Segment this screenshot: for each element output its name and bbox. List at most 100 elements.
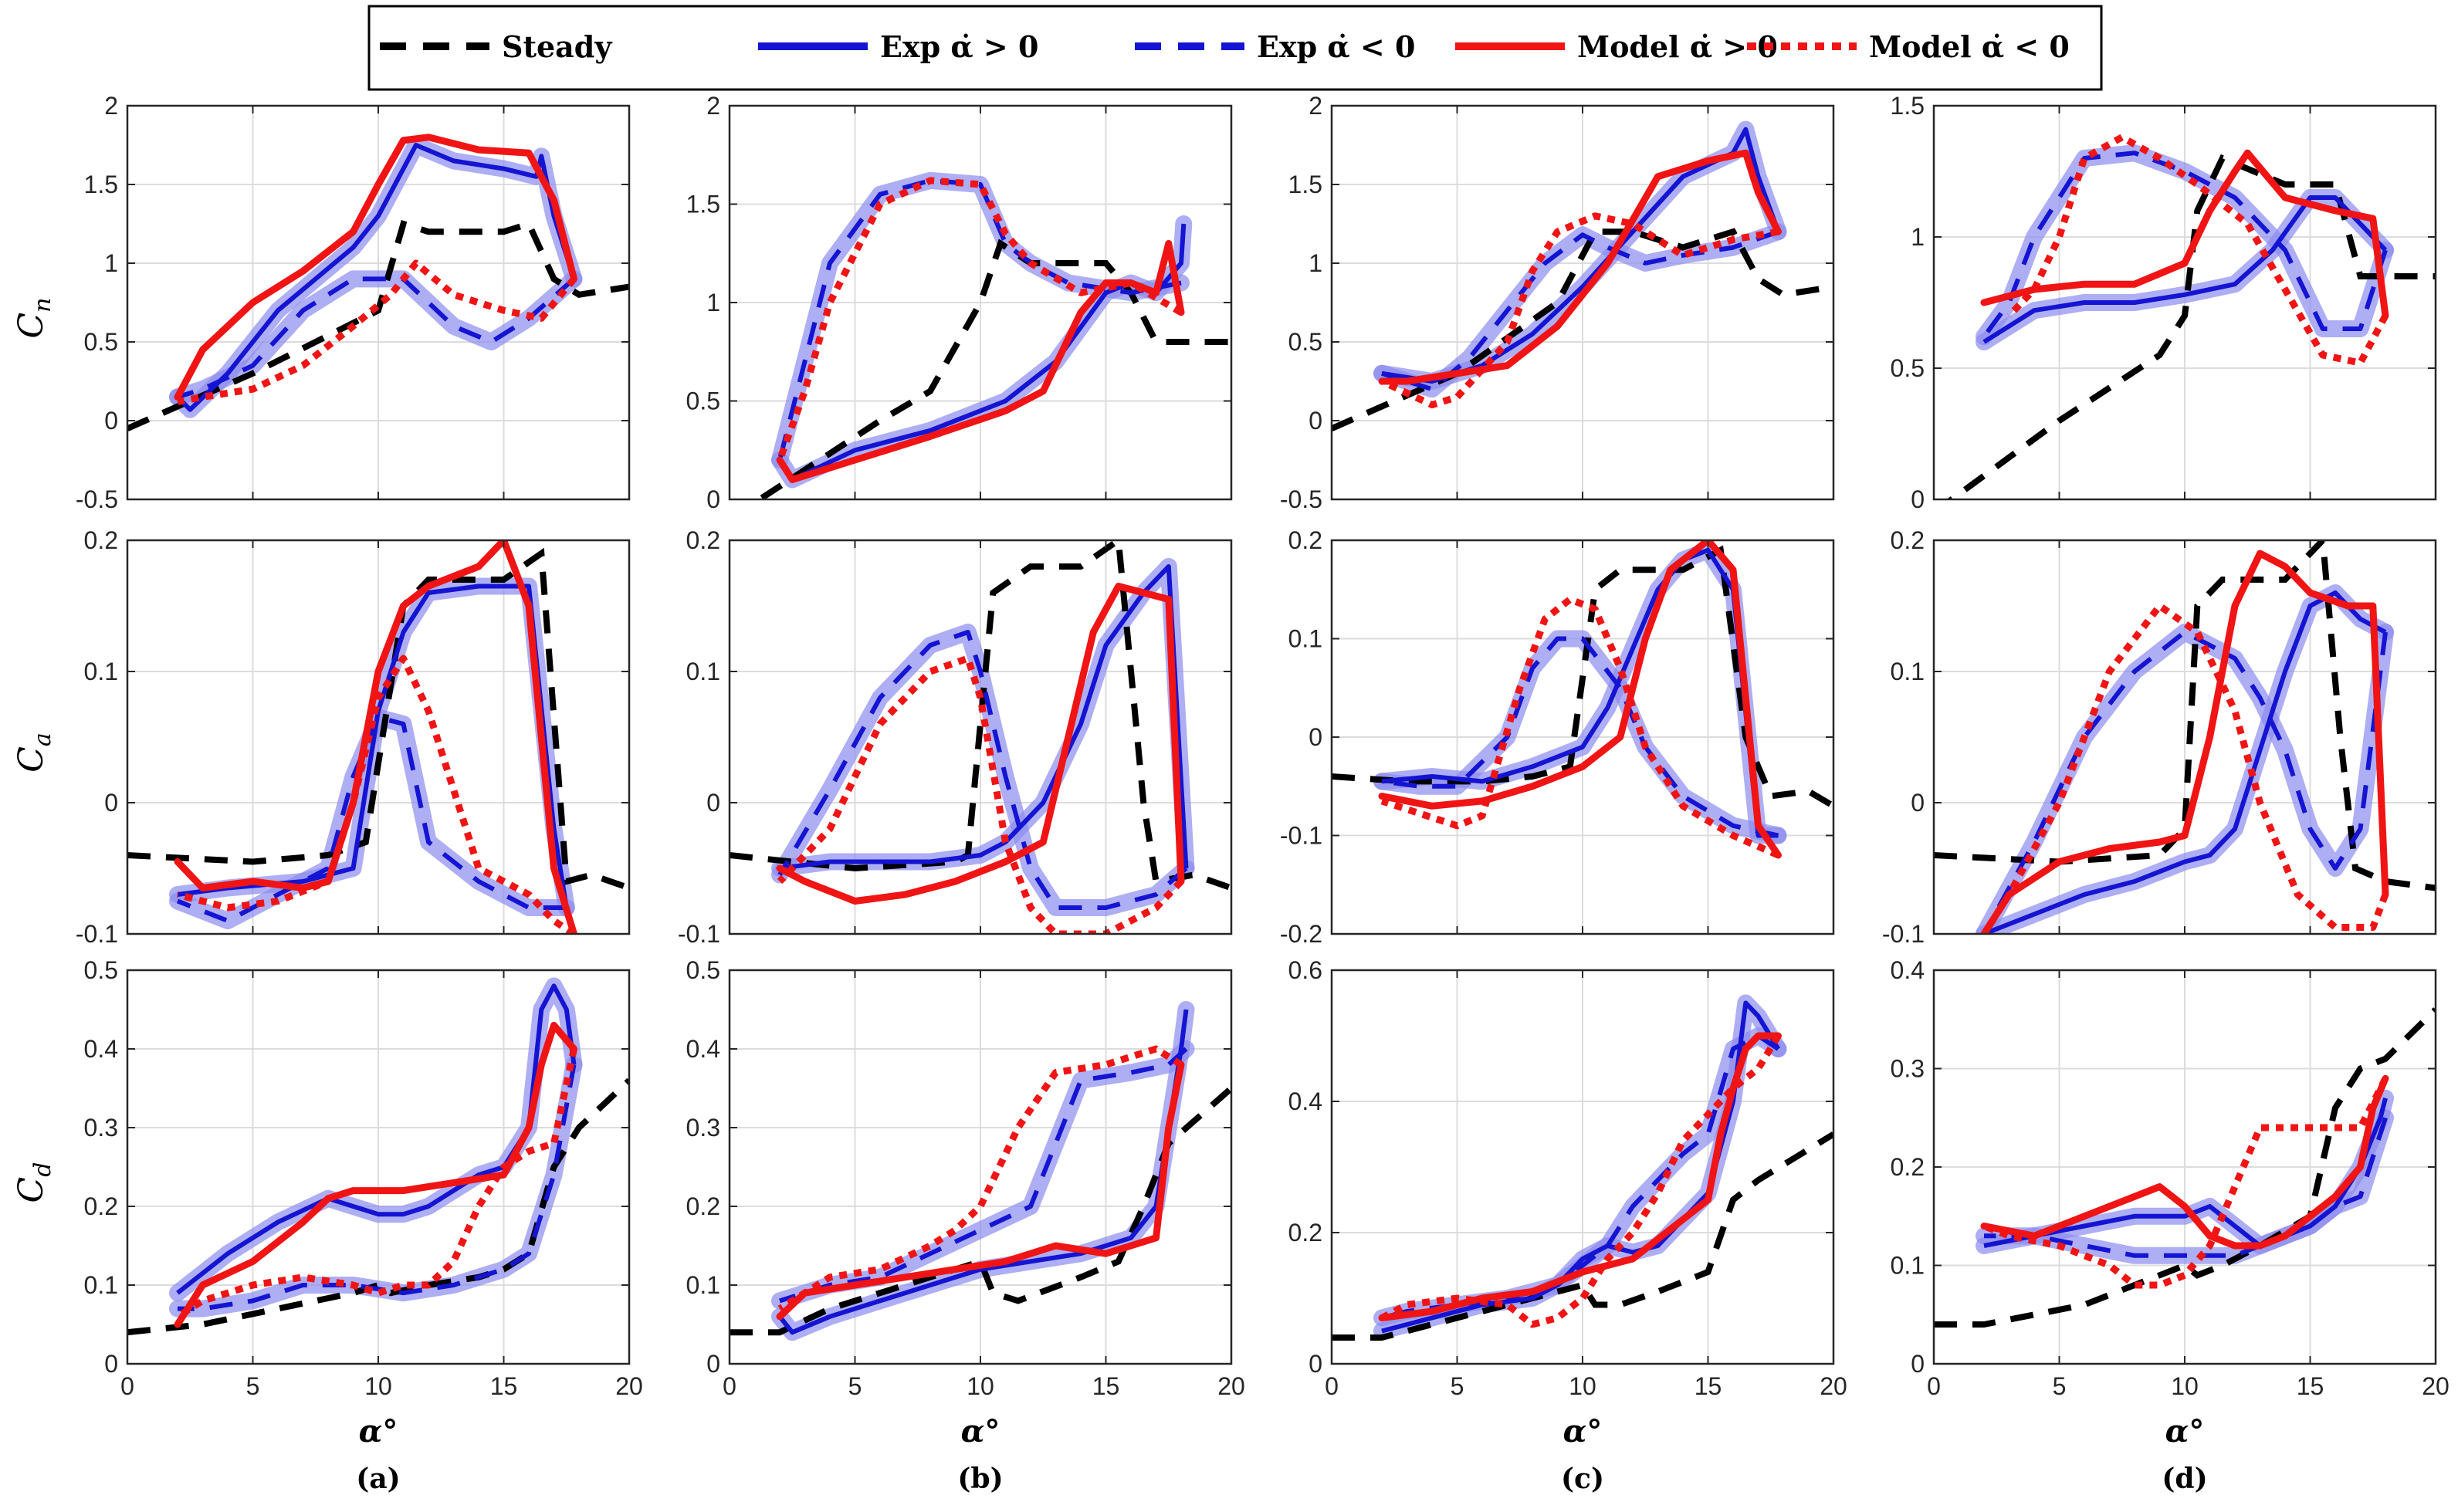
series-exp-down — [1982, 151, 2388, 338]
panel-r2-c1: -0.1 0 0.1 0.2 — [76, 526, 631, 948]
y-tick-label: 0.3 — [84, 1114, 118, 1142]
panel-r1-c3: -0.5 0 0.5 1 1.5 2 — [1280, 92, 1835, 513]
y-tick-label: 0.3 — [1891, 1055, 1925, 1083]
panel-r3-c1: 0 0.1 0.2 0.3 0.4 0.5 0 5 10 15 20 — [84, 956, 643, 1400]
x-axis-label: α° — [2165, 1413, 2205, 1449]
panel-label: (a) — [356, 1463, 400, 1495]
y-tick-label: 0 — [104, 407, 118, 435]
x-tick-label: 10 — [967, 1372, 994, 1400]
y-tick-label: 0.2 — [84, 1192, 118, 1220]
series-exp-up — [1982, 590, 2387, 934]
y-tick-label: 0.1 — [1891, 658, 1925, 685]
legend-label-4: Model α̇ < 0 — [1869, 29, 2070, 64]
series-model-down — [177, 259, 577, 405]
y-tick-label: 0.4 — [686, 1035, 720, 1063]
y-tick-label: 0.6 — [1288, 956, 1322, 984]
y-tick-label: 0.4 — [84, 1035, 118, 1063]
y-tick-label: -0.1 — [1280, 822, 1322, 850]
x-tick-label: 10 — [2171, 1372, 2199, 1400]
y-axis-label-1: Cn — [12, 298, 56, 339]
panel-grid: -0.500.511.5200.511.52-0.500.511.5200.51… — [76, 92, 2450, 1400]
legend-label-3: Model α̇ > 0 — [1577, 29, 1778, 64]
series-model-up — [776, 240, 1185, 483]
x-tick-label: 20 — [1820, 1372, 1847, 1400]
y-tick-label: 0 — [104, 1350, 118, 1378]
y-axis-label-main: C — [12, 1177, 51, 1203]
y-tick-label: 0 — [1309, 1350, 1322, 1378]
y-tick-label: 0 — [1309, 407, 1322, 435]
series-model-up — [1980, 1074, 2389, 1250]
y-tick-label: 0.4 — [1891, 956, 1925, 984]
series-model-down — [777, 1045, 1183, 1312]
x-tick-label: 0 — [723, 1372, 736, 1400]
legend-label-1: Exp α̇ > 0 — [880, 29, 1038, 64]
y-tick-label: 0.2 — [1891, 526, 1925, 554]
panel-label: (b) — [957, 1463, 1003, 1495]
y-tick-label: -0.1 — [1882, 920, 1925, 948]
y-tick-label: 0.2 — [1891, 1153, 1925, 1181]
y-tick-label: 0.3 — [686, 1114, 720, 1142]
y-tick-label: 0.5 — [84, 328, 118, 356]
y-tick-label: 0.1 — [1288, 625, 1322, 653]
series-exp-down — [1984, 1117, 2388, 1258]
y-tick-label: 1.5 — [84, 171, 118, 198]
y-axis-label-main: C — [12, 746, 51, 773]
series-model-up — [1980, 550, 2389, 934]
series-model-down — [2006, 134, 2389, 367]
y-tick-label: 0 — [1911, 485, 1925, 513]
series-model-down — [1380, 596, 1780, 859]
x-tick-label: 20 — [1217, 1372, 1245, 1400]
x-tick-label: 15 — [1695, 1372, 1722, 1400]
series-exp-down — [777, 630, 1188, 910]
y-axis-label-main: C — [12, 313, 51, 339]
x-tick-label: 15 — [2297, 1372, 2324, 1400]
series-exp-down — [777, 178, 1182, 461]
series-model-down — [1981, 602, 2389, 934]
y-tick-label: 0.2 — [1288, 1219, 1322, 1246]
panel-r2-c3: -0.2 -0.1 0 0.1 0.2 — [1280, 526, 1835, 948]
y-tick-label: 0.1 — [84, 1271, 118, 1299]
y-axis-label-sub: d — [29, 1162, 56, 1177]
y-tick-label: 0.1 — [84, 658, 118, 685]
x-tick-label: 0 — [1325, 1372, 1339, 1400]
y-tick-label: 0 — [706, 1350, 720, 1378]
x-tick-label: 10 — [1569, 1372, 1596, 1400]
series-exp-up — [1982, 195, 2388, 344]
y-tick-label: 0 — [1911, 1350, 1925, 1378]
x-tick-label: 0 — [120, 1372, 134, 1400]
y-tick-label: 2 — [1309, 92, 1322, 120]
x-tick-label: 5 — [1451, 1372, 1464, 1400]
y-tick-label: 0.5 — [1891, 354, 1925, 382]
series-model-up — [174, 134, 577, 401]
y-axis-label-sub: a — [29, 732, 56, 746]
legend-label-0: Steady — [502, 29, 612, 64]
y-tick-label: 0.5 — [84, 956, 118, 984]
panel-label: (d) — [2162, 1463, 2207, 1495]
x-axis-label: α° — [359, 1413, 398, 1449]
x-tick-label: 20 — [615, 1372, 643, 1400]
y-tick-label: -0.5 — [1280, 485, 1322, 513]
x-axis-label: α° — [1563, 1413, 1603, 1449]
y-tick-label: 1 — [706, 289, 720, 316]
y-tick-label: 0 — [1911, 789, 1925, 817]
series-steady — [127, 219, 629, 431]
y-tick-label: -0.2 — [1280, 920, 1322, 948]
y-tick-label: 1.5 — [1891, 92, 1925, 120]
series-exp-down — [1381, 636, 1779, 838]
series-exp-up — [176, 983, 577, 1295]
series-model-up — [776, 1060, 1185, 1321]
panel-r2-c2: -0.1 0 0.1 0.2 — [678, 526, 1233, 948]
y-tick-label: 0.2 — [686, 1192, 720, 1220]
y-tick-label: -0.1 — [76, 920, 118, 948]
y-tick-label: 1.5 — [1288, 171, 1322, 198]
legend: Steady Exp α̇ > 0 Exp α̇ < 0 Model α̇ > 0 Mo… — [367, 5, 2103, 91]
panel-r2-c4: -0.1 0 0.1 0.2 — [1882, 526, 2437, 948]
x-tick-label: 15 — [490, 1372, 518, 1400]
series-model-up — [776, 583, 1185, 905]
y-tick-label: 2 — [104, 92, 118, 120]
panel-r3-c4: 0 0.1 0.2 0.3 0.4 0 5 10 15 20 — [1891, 956, 2450, 1400]
y-axis-label-3: Cd — [12, 1162, 56, 1203]
y-tick-label: -0.1 — [678, 920, 720, 948]
